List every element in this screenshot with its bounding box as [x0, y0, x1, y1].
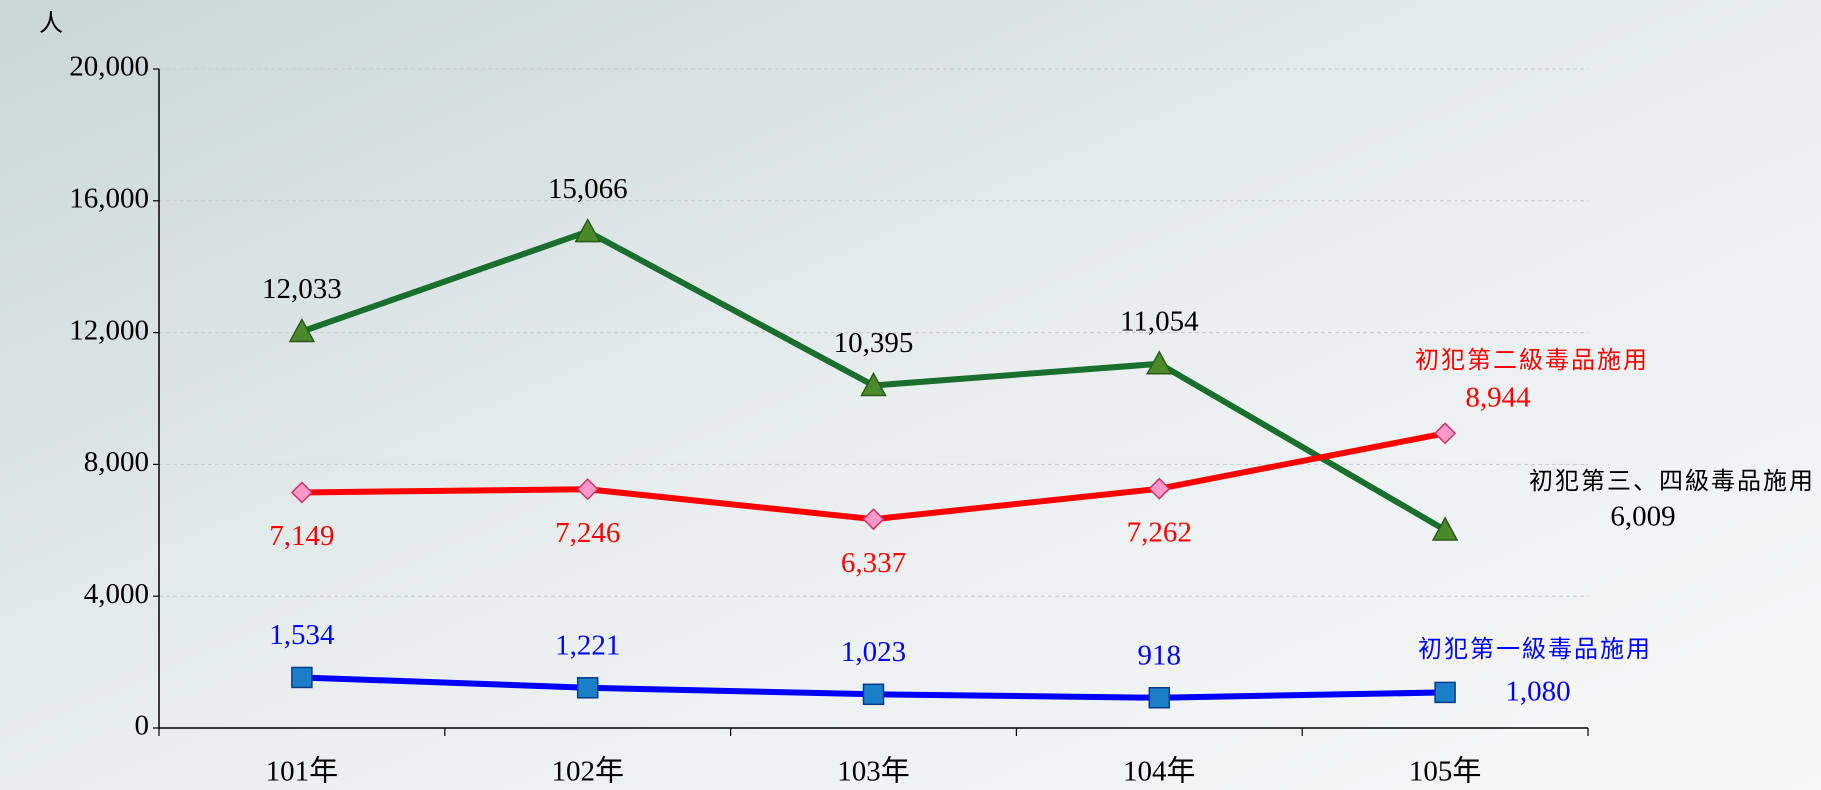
marker: [1148, 687, 1171, 709]
x-tick-label: 104年: [1123, 755, 1196, 788]
series-name: 初犯第二級毒品施用: [1415, 346, 1649, 374]
y-axis-label: 人: [39, 9, 65, 37]
marker: [576, 677, 599, 699]
marker: [288, 317, 316, 343]
marker: [1431, 516, 1459, 541]
y-tick-label: 16,000: [69, 182, 149, 214]
data-label: 11,054: [1120, 305, 1199, 337]
marker: [1148, 477, 1171, 500]
marker: [576, 478, 599, 501]
data-label: 8,944: [1465, 382, 1531, 414]
x-tick-label: 101年: [266, 755, 339, 788]
x-tick-label: 105年: [1409, 755, 1482, 788]
data-label: 1,221: [555, 629, 620, 661]
y-tick-label: 12,000: [69, 314, 149, 346]
data-label: 918: [1138, 639, 1182, 671]
y-tick-label: 4,000: [84, 578, 149, 610]
data-label: 6,009: [1610, 501, 1675, 533]
data-label: 10,395: [834, 327, 914, 359]
marker: [1146, 350, 1173, 375]
data-label: 1,023: [841, 636, 906, 668]
data-label: 7,262: [1127, 516, 1192, 548]
data-label: 6,337: [841, 547, 906, 579]
marker: [1434, 681, 1456, 704]
marker: [290, 481, 313, 504]
y-tick-label: 8,000: [84, 446, 149, 478]
marker: [1434, 422, 1457, 445]
marker: [862, 683, 885, 706]
y-tick-label: 20,000: [69, 51, 149, 83]
x-tick-label: 102年: [551, 755, 624, 788]
marker: [862, 508, 885, 531]
x-tick-label: 103年: [837, 755, 910, 788]
data-label: 7,246: [555, 517, 620, 549]
marker: [574, 218, 601, 243]
data-label: 1,080: [1505, 676, 1570, 708]
marker: [860, 371, 887, 397]
data-label: 1,534: [269, 619, 335, 651]
series-name: 初犯第一級毒品施用: [1418, 635, 1652, 663]
series-name: 初犯第三、四級毒品施用: [1529, 467, 1815, 495]
data-label: 12,033: [262, 273, 342, 305]
y-tick-label: 0: [135, 710, 150, 742]
data-label: 15,066: [548, 173, 628, 205]
data-label: 7,149: [269, 520, 334, 552]
marker: [291, 666, 313, 689]
